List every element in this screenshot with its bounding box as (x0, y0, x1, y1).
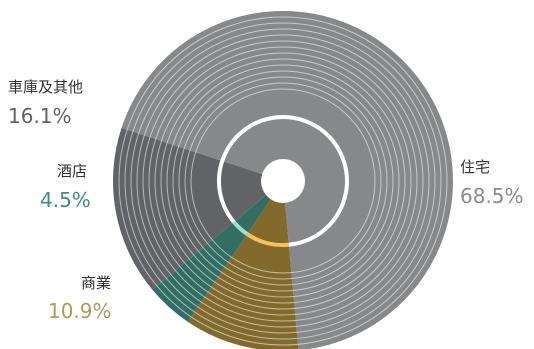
groove-ring (148, 46, 418, 316)
category-label-commercial: 商業 (81, 274, 112, 292)
value-label-residential: 68.5% (460, 184, 524, 208)
category-label-residential: 住宅 (460, 158, 491, 176)
inner-ring-arc-garage-and-other (217, 160, 236, 224)
groove-ring (166, 64, 400, 298)
groove-ring (178, 76, 388, 286)
inner-ring-arc-residential (220, 115, 349, 247)
groove-ring (190, 88, 376, 274)
inner-ring-arc-commercial (246, 232, 290, 247)
inner-ring-arc-hotel (232, 220, 249, 236)
groove-ring (118, 16, 448, 346)
center-hole (261, 159, 305, 203)
groove-ring (124, 22, 442, 340)
groove-ring (142, 40, 424, 322)
groove-ring (154, 52, 412, 310)
value-label-garage-and-other: 16.1% (8, 104, 72, 128)
groove-ring (160, 58, 406, 304)
pie-slice-hotel (152, 181, 283, 322)
groove-ring (172, 70, 394, 292)
groove-ring (184, 82, 382, 280)
category-label-hotel: 酒店 (57, 162, 88, 180)
groove-ring (136, 34, 430, 328)
value-label-hotel: 4.5% (40, 188, 91, 212)
groove-rings (118, 16, 448, 346)
pie-slice-commercial (187, 181, 299, 349)
groove-ring (130, 28, 436, 334)
category-label-garage-and-other: 車庫及其他 (8, 78, 84, 96)
value-label-commercial: 10.9% (48, 299, 112, 323)
